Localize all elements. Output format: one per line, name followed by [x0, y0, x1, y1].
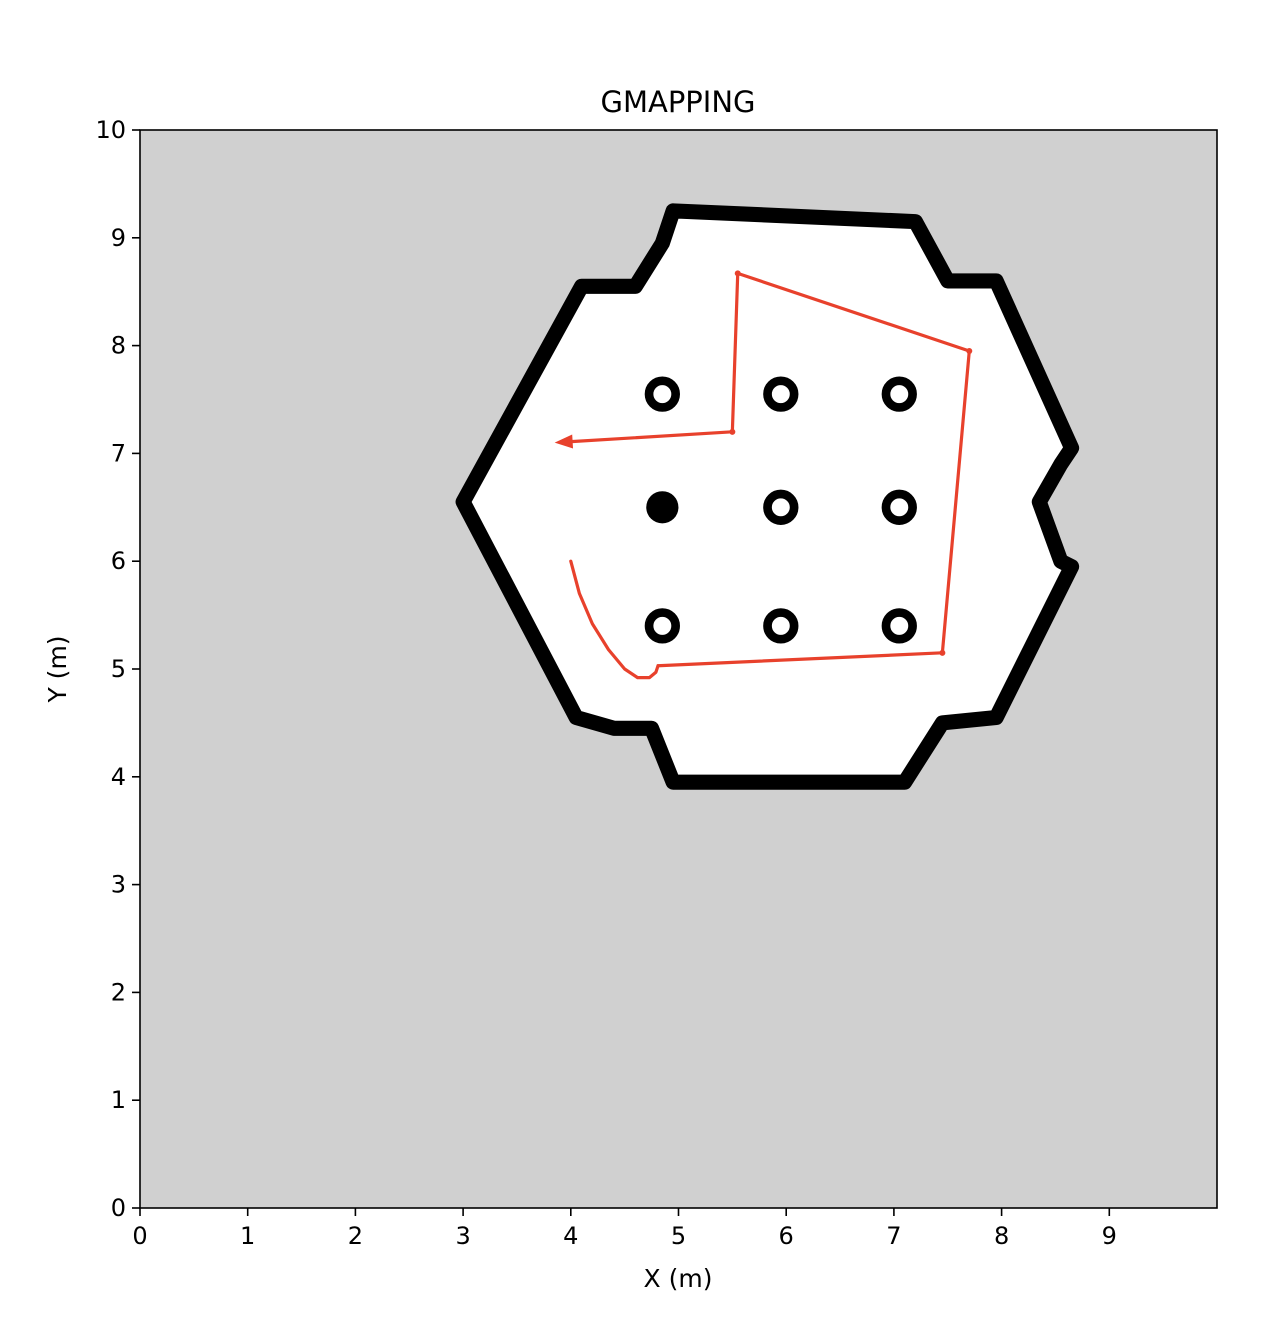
- trajectory-segment: [656, 651, 944, 668]
- pillar-ring: [881, 376, 917, 412]
- x-tick-label: 9: [1102, 1222, 1117, 1250]
- pillar-ring: [644, 608, 680, 644]
- trajectory-waypoint: [729, 428, 736, 435]
- plot-area: [139, 129, 1218, 1209]
- y-tick-label: 3: [111, 871, 126, 899]
- trajectory-waypoint: [939, 649, 946, 656]
- trajectory-waypoint: [734, 270, 741, 277]
- y-tick-label: 4: [111, 763, 126, 791]
- trajectory-arrowhead: [554, 434, 574, 449]
- y-axis-ticks: 0 1 2 3 4 5 6 7 8 9 10: [95, 116, 140, 1222]
- pillar-ring: [881, 608, 917, 644]
- trajectory-curve: [569, 559, 660, 680]
- x-tick-label: 4: [563, 1222, 578, 1250]
- y-axis-label: Y (m): [43, 635, 72, 703]
- x-tick-label: 2: [348, 1222, 363, 1250]
- y-tick-label: 8: [111, 332, 126, 360]
- pillar: [646, 491, 679, 524]
- y-tick-label: 5: [111, 655, 126, 683]
- pillar-ring: [881, 489, 917, 525]
- y-tick-label: 0: [111, 1194, 126, 1222]
- x-tick-label: 5: [671, 1222, 686, 1250]
- pillar-ring: [763, 376, 799, 412]
- trajectory-segment: [736, 271, 971, 353]
- trajectory-segment: [730, 271, 740, 434]
- x-tick-label: 1: [240, 1222, 255, 1250]
- pillar-body: [646, 491, 679, 524]
- y-tick-label: 2: [111, 978, 126, 1006]
- pillar: [763, 608, 799, 644]
- trajectory-segment: [940, 349, 971, 655]
- x-tick-label: 0: [132, 1222, 147, 1250]
- y-tick-label: 9: [111, 224, 126, 252]
- pillar: [763, 489, 799, 525]
- pillar-ring: [763, 608, 799, 644]
- pillar: [644, 376, 680, 412]
- x-axis-label: X (m): [644, 1264, 713, 1293]
- pillar-ring: [763, 489, 799, 525]
- y-tick-label: 10: [95, 116, 126, 144]
- y-tick-label: 1: [111, 1086, 126, 1114]
- x-tick-label: 3: [455, 1222, 470, 1250]
- trajectory-waypoint: [966, 347, 973, 354]
- chart-title: GMAPPING: [600, 85, 755, 119]
- y-tick-label: 6: [111, 547, 126, 575]
- robot-trajectory: [554, 270, 973, 680]
- occupancy-map: [455, 203, 1080, 790]
- pillar: [881, 376, 917, 412]
- x-axis-ticks: 0 1 2 3 4 5 6 7 8 9: [132, 1208, 1117, 1250]
- y-tick-label: 7: [111, 439, 126, 467]
- pillar: [881, 489, 917, 525]
- pillar: [881, 608, 917, 644]
- pillar: [763, 376, 799, 412]
- x-tick-label: 6: [779, 1222, 794, 1250]
- trajectory-segment: [567, 430, 734, 444]
- x-tick-label: 8: [994, 1222, 1009, 1250]
- pillar: [644, 608, 680, 644]
- pillar-ring: [644, 376, 680, 412]
- x-tick-label: 7: [886, 1222, 901, 1250]
